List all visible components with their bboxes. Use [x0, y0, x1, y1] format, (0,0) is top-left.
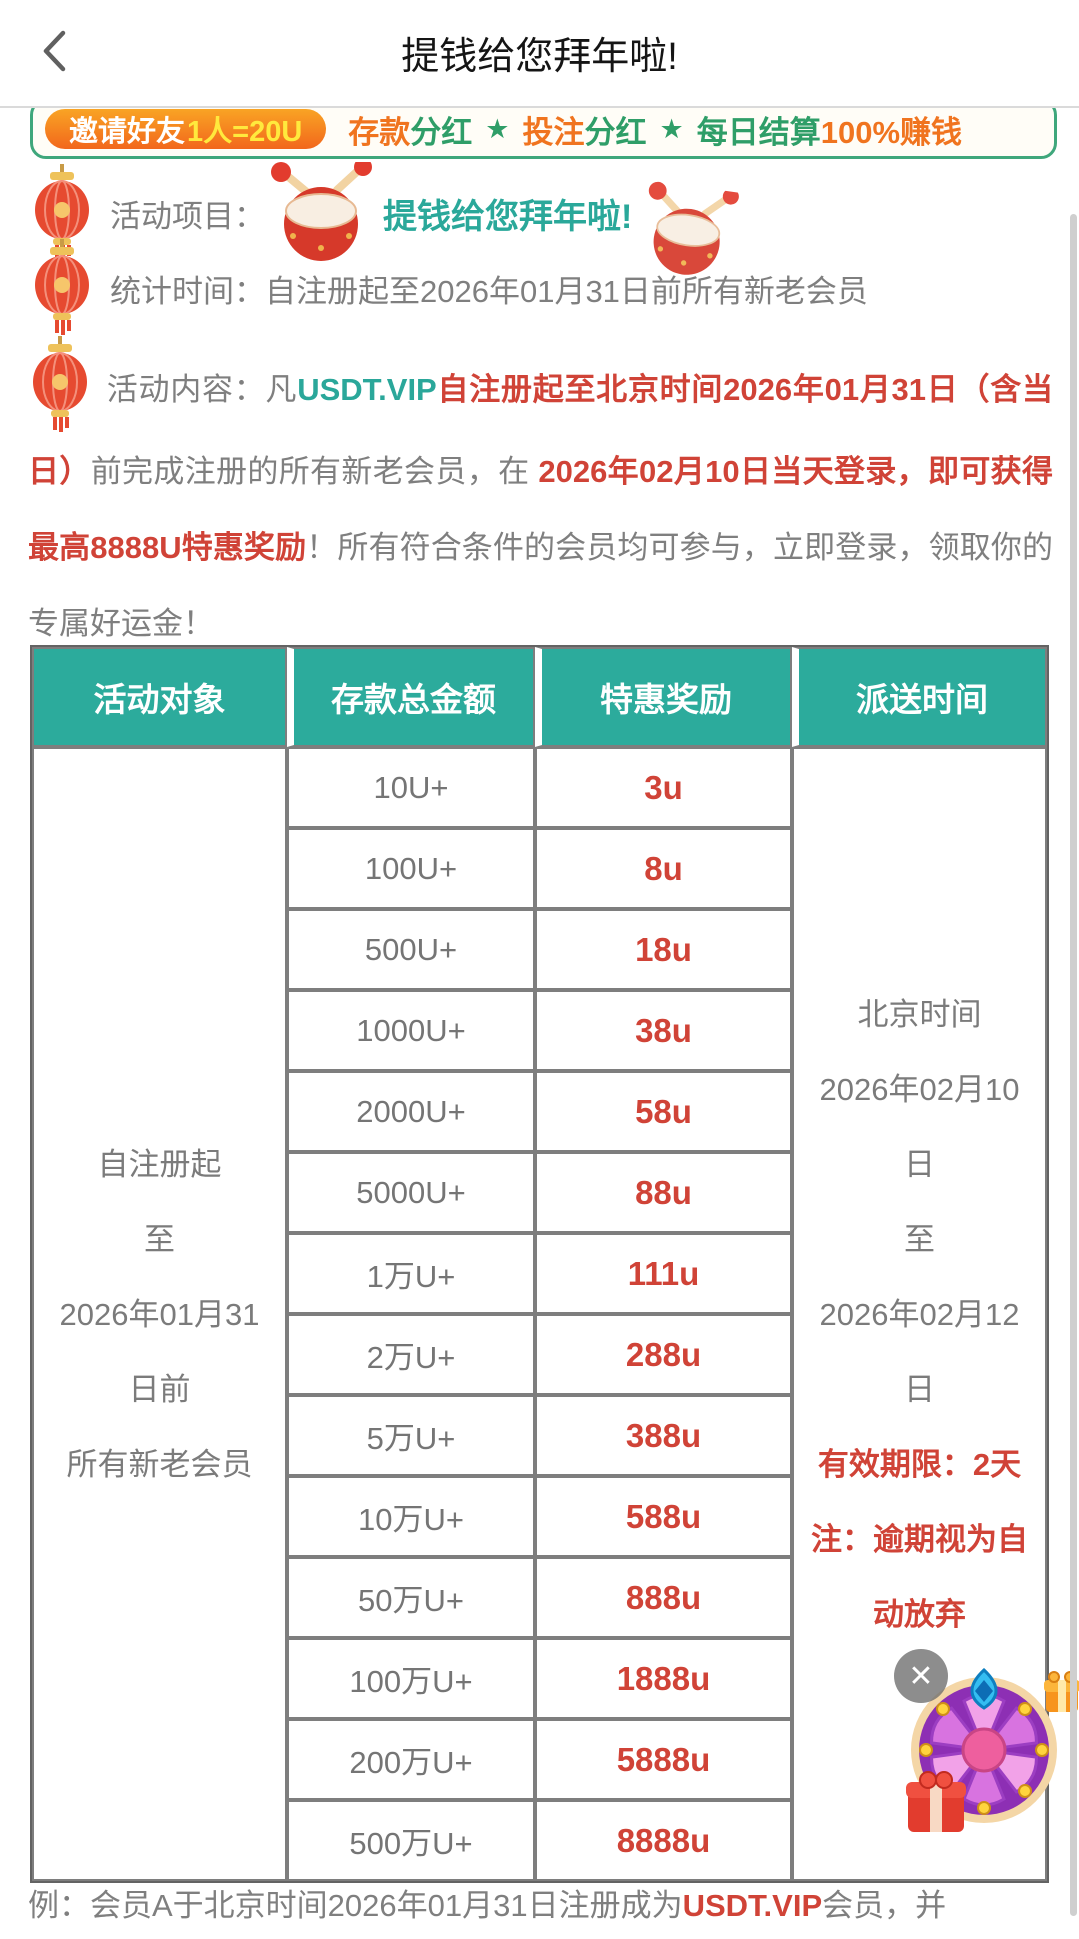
reward-cell: 588u [535, 1476, 792, 1557]
reward-cell: 3u [535, 747, 792, 828]
table-row: 1万U+ 111u [32, 1233, 1047, 1314]
stats-text: 自注册起至2026年01月31日前所有新老会员 [265, 273, 868, 309]
gift-icon [906, 1771, 966, 1832]
table-row: 500万U+ 8888u [32, 1800, 1047, 1881]
badge-highlight: 1人=20U [187, 116, 303, 148]
example-text: 例：会员A于北京时间2026年01月31日注册成为USDT.VIP会员，并 [28, 1868, 1053, 1939]
reward-cell: 888u [535, 1557, 792, 1638]
table-row: 5000U+ 88u [32, 1152, 1047, 1233]
audience-cell: 自注册起 至 2026年01月31 日前 所有新老会员 [32, 747, 287, 1881]
reward-cell: 18u [535, 909, 792, 990]
bonus-table: 活动对象 存款总金额 特惠奖励 派送时间 自注册起 至 2026年01月31 日… [30, 645, 1049, 1883]
table-row: 100万U+ 1888u [32, 1638, 1047, 1719]
deposit-cell: 2000U+ [287, 1071, 535, 1152]
lantern-icon [33, 336, 87, 432]
banner-text: 存款 分红 ★ 投注 分红 ★ 每日结算 100%赚钱 [348, 107, 962, 152]
delivery-note: 有效期限：2天 注：逾期视为自 动放弃 [811, 1446, 1028, 1632]
text-segment: 自注册起至北京时间2026年01月31日（含当日） [28, 372, 1054, 489]
deposit-cell: 500万U+ [287, 1800, 535, 1881]
text-segment: 分红 [410, 114, 473, 150]
table-row: 5万U+ 388u [32, 1395, 1047, 1476]
deposit-cell: 5000U+ [287, 1152, 535, 1233]
text-segment: 凡 [265, 372, 298, 407]
reward-cell: 388u [535, 1395, 792, 1476]
table-row: 500U+ 18u [32, 909, 1047, 990]
text-segment: 每日结算 [696, 114, 821, 150]
deposit-cell: 10U+ [287, 747, 535, 828]
deposit-cell: 5万U+ [287, 1395, 535, 1476]
reward-cell: 5888u [535, 1719, 792, 1800]
reward-cell: 88u [535, 1152, 792, 1233]
text-segment: USDT.VIP [297, 372, 437, 407]
table-row: 1000U+ 38u [32, 990, 1047, 1071]
deposit-cell: 500U+ [287, 909, 535, 990]
table-row: 200万U+ 5888u [32, 1719, 1047, 1800]
invite-badge: 邀请好友 1人=20U [45, 109, 327, 149]
text-segment: 2026年02月10日当天登录，即可获得最高8888U特惠奖励 [28, 454, 1053, 565]
project-label: 活动项目： [110, 198, 265, 234]
text-segment: 分红 [584, 114, 647, 150]
close-icon: ✕ [908, 1659, 934, 1693]
table-row: 2万U+ 288u [32, 1314, 1047, 1395]
text-segment: 前完成注册的所有新老会员，在 [90, 454, 539, 489]
table-row: 10万U+ 588u [32, 1476, 1047, 1557]
content-text: 凡USDT.VIP自注册起至北京时间2026年01月31日（含当日）前完成注册的… [28, 372, 1053, 641]
text-segment: 例：会员A于北京时间2026年01月31日注册成为 [28, 1888, 683, 1923]
text-segment: 存款 [348, 114, 411, 150]
table-header-row: 活动对象 存款总金额 特惠奖励 派送时间 [32, 647, 1047, 747]
chevron-left-icon [43, 30, 66, 72]
table-row: 100U+ 8u [32, 828, 1047, 909]
row-project: 活动项目： 提钱给您拜年啦! [30, 158, 1053, 275]
lantern-icon [35, 239, 89, 335]
prize-wheel-widget[interactable] [902, 1658, 1079, 1838]
content-label: 活动内容： [106, 372, 266, 407]
table-row: 自注册起 至 2026年01月31 日前 所有新老会员 10U+ 3u 北京时间… [32, 747, 1047, 1881]
reward-cell: 288u [535, 1314, 792, 1395]
deposit-cell: 1000U+ [287, 990, 535, 1071]
text-segment: ★ [659, 113, 684, 144]
deposit-cell: 1万U+ [287, 1233, 535, 1314]
text-segment: ★ [485, 113, 510, 144]
drum-icon [271, 162, 372, 261]
deposit-cell: 10万U+ [287, 1476, 535, 1557]
text-segment: USDT.VIP [682, 1888, 823, 1923]
text-segment: 会员，并 [822, 1888, 947, 1923]
badge-prefix: 邀请好友 [69, 116, 186, 148]
navbar: 提钱给您拜年啦! [0, 0, 1079, 108]
reward-cell: 8888u [535, 1800, 792, 1881]
drum-icon [649, 181, 740, 275]
deposit-cell: 2万U+ [287, 1314, 535, 1395]
deposit-cell: 50万U+ [287, 1557, 535, 1638]
deposit-cell: 100万U+ [287, 1638, 535, 1719]
scrollbar-thumb[interactable] [1070, 214, 1077, 1916]
table-row: 2000U+ 58u [32, 1071, 1047, 1152]
prize-wheel-icon [906, 1667, 1079, 1832]
deposit-cell: 100U+ [287, 828, 535, 909]
reward-cell: 1888u [535, 1638, 792, 1719]
widget-close-button[interactable]: ✕ [894, 1649, 948, 1703]
text-segment: ！所有符合条件的会员均可参与，立即登录，领取你的专属好运金！ [28, 530, 1053, 641]
reward-cell: 58u [535, 1071, 792, 1152]
header-delivery: 派送时间 [792, 647, 1047, 747]
text-segment: 投注 [522, 114, 585, 150]
row-stats: 统计时间： 自注册起至2026年01月31日前所有新老会员 [30, 239, 1053, 335]
stats-label: 统计时间： [110, 273, 265, 309]
header-audience: 活动对象 [32, 647, 287, 747]
promo-banner[interactable]: 邀请好友 1人=20U 存款 分红 ★ 投注 分红 ★ 每日结算 100%赚钱 [30, 99, 1057, 159]
project-title: 提钱给您拜年啦! [383, 197, 633, 236]
text-segment: 100%赚钱 [820, 114, 963, 150]
page-title: 提钱给您拜年啦! [401, 35, 678, 78]
delivery-time: 北京时间 2026年02月10 日 至 2026年02月12 日 [819, 996, 1020, 1407]
header-reward: 特惠奖励 [535, 647, 792, 747]
table-row: 50万U+ 888u [32, 1557, 1047, 1638]
deposit-cell: 200万U+ [287, 1719, 535, 1800]
header-deposit: 存款总金额 [287, 647, 535, 747]
reward-cell: 38u [535, 990, 792, 1071]
reward-cell: 8u [535, 828, 792, 909]
reward-cell: 111u [535, 1233, 792, 1314]
back-button[interactable] [26, 18, 82, 84]
activity-content: 活动内容：凡USDT.VIP自注册起至北京时间2026年01月31日（含当日）前… [28, 336, 1053, 662]
